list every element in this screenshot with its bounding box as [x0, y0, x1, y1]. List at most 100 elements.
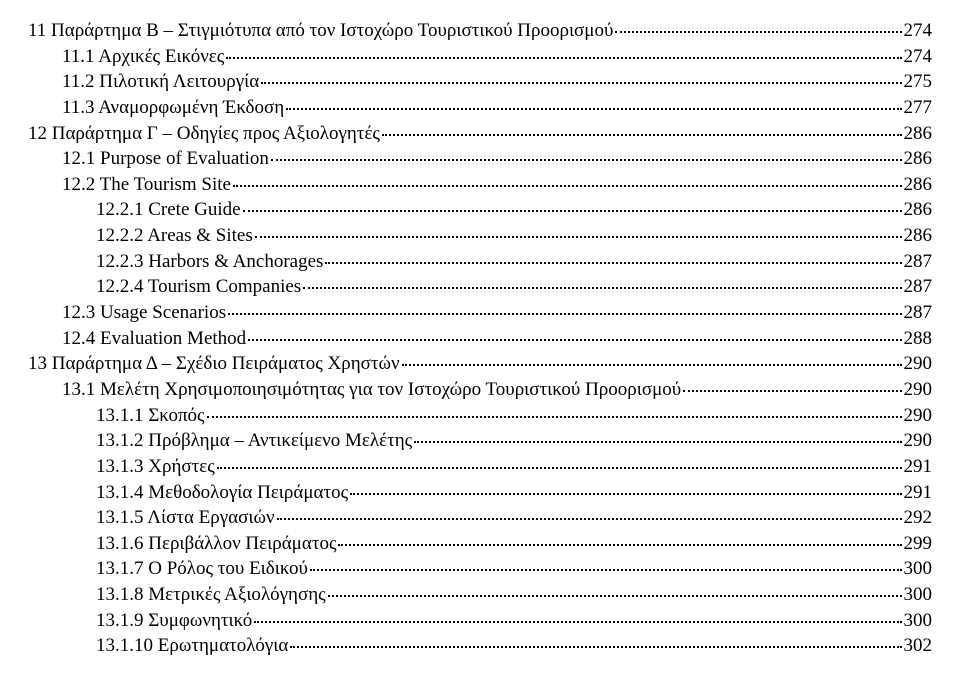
toc-entry-label: 13.1.7 Ο Ρόλος του Ειδικού [96, 556, 308, 582]
toc-entry-page: 274 [904, 18, 933, 44]
toc-entry-page: 286 [904, 146, 933, 172]
toc-entry: 11.1 Αρχικές Εικόνες 274 [28, 44, 932, 70]
table-of-contents: 11 Παράρτημα Β – Στιγμιότυπα από τον Ιστ… [0, 0, 960, 659]
toc-entry: 12 Παράρτημα Γ – Οδηγίες προς Αξιολογητέ… [28, 121, 932, 147]
toc-entry-label: 13.1 Μελέτη Χρησιμοποιησιμότητας για τον… [62, 377, 681, 403]
toc-dot-leader [683, 390, 901, 392]
toc-dot-leader [248, 339, 901, 341]
toc-dot-leader [402, 364, 902, 366]
toc-dot-leader [261, 82, 901, 84]
toc-entry: 13.1.7 Ο Ρόλος του Ειδικού 300 [28, 556, 932, 582]
toc-entry: 12.2.4 Tourism Companies 287 [28, 274, 932, 300]
toc-entry: 11.2 Πιλοτική Λειτουργία 275 [28, 69, 932, 95]
toc-entry: 11 Παράρτημα Β – Στιγμιότυπα από τον Ιστ… [28, 18, 932, 44]
toc-entry-page: 275 [904, 69, 933, 95]
toc-dot-leader [338, 544, 901, 546]
toc-entry: 12.4 Evaluation Method 288 [28, 326, 932, 352]
toc-entry-page: 302 [904, 633, 933, 659]
toc-entry-page: 277 [904, 95, 933, 121]
toc-entry-page: 287 [904, 274, 933, 300]
toc-entry: 13.1.4 Μεθοδολογία Πειράματος 291 [28, 480, 932, 506]
toc-entry-page: 290 [904, 428, 933, 454]
toc-dot-leader [615, 31, 901, 33]
toc-dot-leader [217, 467, 902, 469]
toc-entry-label: 13.1.4 Μεθοδολογία Πειράματος [96, 480, 348, 506]
toc-dot-leader [325, 262, 901, 264]
toc-dot-leader [255, 236, 902, 238]
toc-entry: 13.1.8 Μετρικές Αξιολόγησης 300 [28, 582, 932, 608]
toc-entry: 13.1 Μελέτη Χρησιμοποιησιμότητας για τον… [28, 377, 932, 403]
toc-dot-leader [328, 595, 902, 597]
toc-entry: 13.1.3 Χρήστες 291 [28, 454, 932, 480]
toc-entry-page: 290 [904, 403, 933, 429]
toc-entry-label: 12.4 Evaluation Method [62, 326, 246, 352]
toc-entry-page: 292 [904, 505, 933, 531]
toc-entry-label: 12.2.4 Tourism Companies [96, 274, 301, 300]
toc-entry: 13.1.1 Σκοπός 290 [28, 403, 932, 429]
toc-entry-page: 287 [904, 249, 933, 275]
toc-dot-leader [226, 57, 901, 59]
toc-entry-page: 286 [904, 121, 933, 147]
toc-entry-page: 274 [904, 44, 933, 70]
toc-dot-leader [243, 210, 902, 212]
toc-entry-page: 290 [904, 351, 933, 377]
toc-entry-label: 13 Παράρτημα Δ – Σχέδιο Πειράματος Χρηστ… [28, 351, 400, 377]
toc-entry: 12.2.2 Areas & Sites 286 [28, 223, 932, 249]
toc-entry-label: 13.1.6 Περιβάλλον Πειράματος [96, 531, 336, 557]
toc-entry-label: 12.2.2 Areas & Sites [96, 223, 253, 249]
toc-entry-label: 13.1.2 Πρόβλημα – Αντικείμενο Μελέτης [96, 428, 412, 454]
toc-entry-page: 287 [904, 300, 933, 326]
toc-entry-label: 11 Παράρτημα Β – Στιγμιότυπα από τον Ιστ… [28, 18, 613, 44]
toc-entry-page: 286 [904, 223, 933, 249]
toc-dot-leader [277, 518, 902, 520]
toc-entry-label: 11.3 Αναμορφωμένη Έκδοση [62, 95, 284, 121]
toc-entry-page: 300 [904, 556, 933, 582]
toc-entry: 13.1.10 Ερωτηματολόγια 302 [28, 633, 932, 659]
toc-dot-leader [310, 569, 902, 571]
toc-entry-label: 12 Παράρτημα Γ – Οδηγίες προς Αξιολογητέ… [28, 121, 380, 147]
toc-entry-label: 13.1.9 Συμφωνητικό [96, 608, 252, 634]
toc-entry: 13.1.5 Λίστα Εργασιών 292 [28, 505, 932, 531]
toc-entry-label: 12.2.3 Harbors & Anchorages [96, 249, 323, 275]
toc-entry-label: 12.1 Purpose of Evaluation [62, 146, 269, 172]
toc-entry-label: 12.2 The Tourism Site [62, 172, 231, 198]
toc-entry-page: 286 [904, 197, 933, 223]
toc-entry-label: 13.1.10 Ερωτηματολόγια [96, 633, 288, 659]
toc-dot-leader [233, 185, 902, 187]
toc-entry-page: 290 [904, 377, 933, 403]
toc-entry: 12.3 Usage Scenarios 287 [28, 300, 932, 326]
toc-dot-leader [382, 134, 902, 136]
toc-entry: 13.1.6 Περιβάλλον Πειράματος 299 [28, 531, 932, 557]
toc-entry: 12.2 The Tourism Site 286 [28, 172, 932, 198]
toc-dot-leader [290, 646, 901, 648]
toc-entry-page: 288 [904, 326, 933, 352]
toc-entry-label: 13.1.8 Μετρικές Αξιολόγησης [96, 582, 326, 608]
toc-entry-label: 13.1.1 Σκοπός [96, 403, 205, 429]
toc-dot-leader [254, 621, 901, 623]
toc-dot-leader [303, 287, 901, 289]
toc-entry-page: 291 [904, 454, 933, 480]
toc-dot-leader [286, 108, 901, 110]
toc-entry: 13 Παράρτημα Δ – Σχέδιο Πειράματος Χρηστ… [28, 351, 932, 377]
toc-dot-leader [271, 159, 902, 161]
toc-dot-leader [228, 313, 901, 315]
toc-entry: 11.3 Αναμορφωμένη Έκδοση 277 [28, 95, 932, 121]
toc-entry: 12.2.1 Crete Guide 286 [28, 197, 932, 223]
toc-entry-page: 286 [904, 172, 933, 198]
toc-entry-label: 13.1.5 Λίστα Εργασιών [96, 505, 275, 531]
toc-dot-leader [414, 441, 901, 443]
toc-entry-page: 291 [904, 480, 933, 506]
toc-entry: 12.1 Purpose of Evaluation 286 [28, 146, 932, 172]
toc-entry-label: 11.2 Πιλοτική Λειτουργία [62, 69, 259, 95]
toc-entry-page: 300 [904, 608, 933, 634]
toc-entry-label: 12.3 Usage Scenarios [62, 300, 226, 326]
toc-entry: 12.2.3 Harbors & Anchorages 287 [28, 249, 932, 275]
toc-entry: 13.1.9 Συμφωνητικό 300 [28, 608, 932, 634]
toc-entry-label: 11.1 Αρχικές Εικόνες [62, 44, 224, 70]
toc-entry-page: 300 [904, 582, 933, 608]
toc-dot-leader [207, 416, 902, 418]
toc-entry: 13.1.2 Πρόβλημα – Αντικείμενο Μελέτης 290 [28, 428, 932, 454]
toc-entry-page: 299 [904, 531, 933, 557]
toc-entry-label: 13.1.3 Χρήστες [96, 454, 215, 480]
toc-entry-label: 12.2.1 Crete Guide [96, 197, 241, 223]
